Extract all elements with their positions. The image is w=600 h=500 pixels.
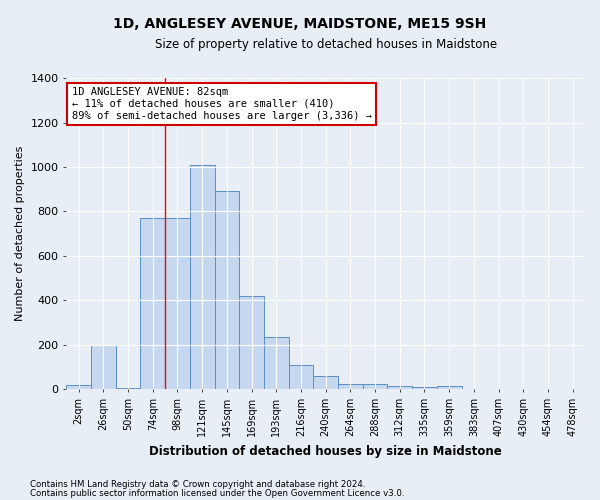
- Bar: [239, 296, 264, 390]
- Bar: [437, 386, 461, 390]
- Bar: [116, 388, 140, 390]
- Text: 1D, ANGLESEY AVENUE, MAIDSTONE, ME15 9SH: 1D, ANGLESEY AVENUE, MAIDSTONE, ME15 9SH: [113, 18, 487, 32]
- Bar: [140, 218, 165, 390]
- Bar: [91, 345, 116, 390]
- Bar: [363, 384, 388, 390]
- Bar: [338, 384, 363, 390]
- Bar: [289, 365, 313, 390]
- Text: Contains public sector information licensed under the Open Government Licence v3: Contains public sector information licen…: [30, 488, 404, 498]
- Bar: [264, 337, 289, 390]
- Bar: [190, 165, 215, 390]
- Text: Contains HM Land Registry data © Crown copyright and database right 2024.: Contains HM Land Registry data © Crown c…: [30, 480, 365, 489]
- Bar: [388, 386, 412, 390]
- Bar: [67, 385, 91, 390]
- Bar: [412, 387, 437, 390]
- Title: Size of property relative to detached houses in Maidstone: Size of property relative to detached ho…: [155, 38, 497, 51]
- Y-axis label: Number of detached properties: Number of detached properties: [15, 146, 25, 322]
- Bar: [215, 192, 239, 390]
- Bar: [313, 376, 338, 390]
- X-axis label: Distribution of detached houses by size in Maidstone: Distribution of detached houses by size …: [149, 444, 502, 458]
- Text: 1D ANGLESEY AVENUE: 82sqm
← 11% of detached houses are smaller (410)
89% of semi: 1D ANGLESEY AVENUE: 82sqm ← 11% of detac…: [71, 88, 371, 120]
- Bar: [165, 218, 190, 390]
